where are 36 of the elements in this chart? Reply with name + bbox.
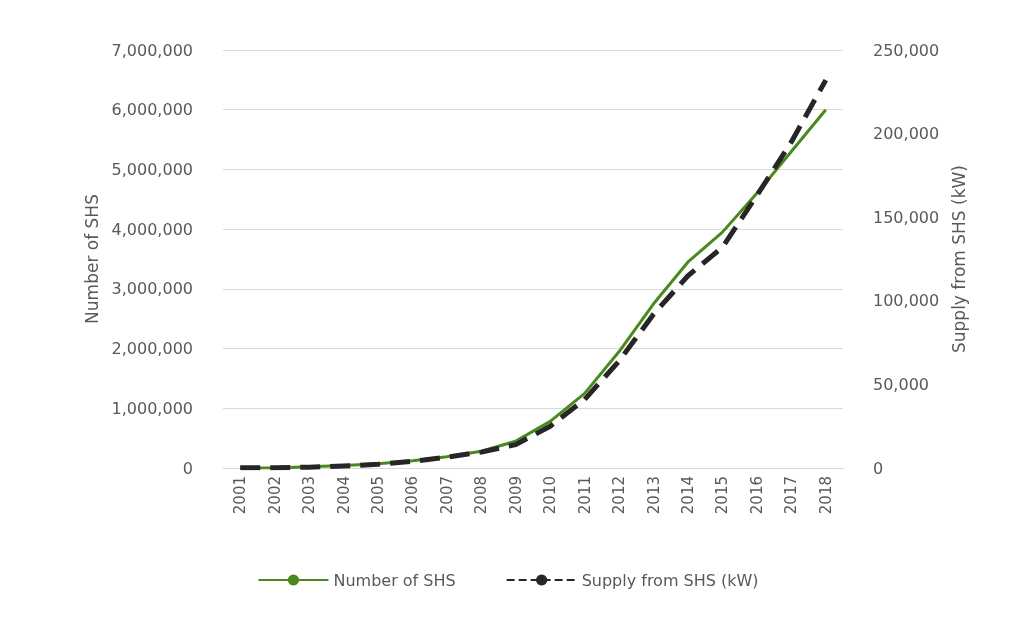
x-tick-label: 2004 <box>334 476 353 515</box>
x-tick-label: 2010 <box>541 476 560 515</box>
x-tick-label: 2013 <box>644 476 663 515</box>
y2-axis-title: Supply from SHS (kW) <box>948 165 969 353</box>
x-tick-label: 2011 <box>575 476 594 515</box>
x-tick-label: 2007 <box>437 476 456 515</box>
y2-tick-label: 250,000 <box>873 40 940 60</box>
y-tick-label: 3,000,000 <box>111 279 193 299</box>
y-tick-label: 7,000,000 <box>111 40 193 60</box>
y-tick-label: 1,000,000 <box>111 398 193 418</box>
x-tick-label: 2001 <box>231 476 250 515</box>
y2-tick-label: 150,000 <box>873 207 940 227</box>
x-tick-label: 2016 <box>747 476 766 515</box>
x-tick-label: 2018 <box>816 476 835 515</box>
y-tick-label: 5,000,000 <box>111 159 193 179</box>
x-tick-label: 2012 <box>610 476 629 515</box>
y-axis-title: Number of SHS <box>82 194 103 324</box>
y-tick-label: 4,000,000 <box>111 219 193 239</box>
y2-tick-label: 100,000 <box>873 291 940 311</box>
y2-tick-label: 200,000 <box>873 124 940 144</box>
x-tick-label: 2015 <box>713 476 732 515</box>
legend-label: Supply from SHS (kW) <box>581 570 759 590</box>
y-tick-label: 2,000,000 <box>111 339 193 359</box>
x-tick-label: 2003 <box>300 476 319 515</box>
x-tick-label: 2006 <box>403 476 422 515</box>
x-tick-label: 2008 <box>472 476 491 515</box>
y-tick-label: 6,000,000 <box>111 100 193 120</box>
y-tick-label: 0 <box>182 458 193 478</box>
y2-tick-label: 0 <box>873 458 884 478</box>
x-tick-label: 2017 <box>782 476 801 515</box>
x-tick-label: 2002 <box>265 476 284 515</box>
x-tick-label: 2005 <box>369 476 387 515</box>
x-tick-label: 2009 <box>506 476 525 515</box>
legend-label: Number of SHS <box>333 570 456 590</box>
y2-tick-label: 50,000 <box>873 374 929 394</box>
x-tick-label: 2014 <box>679 476 697 515</box>
